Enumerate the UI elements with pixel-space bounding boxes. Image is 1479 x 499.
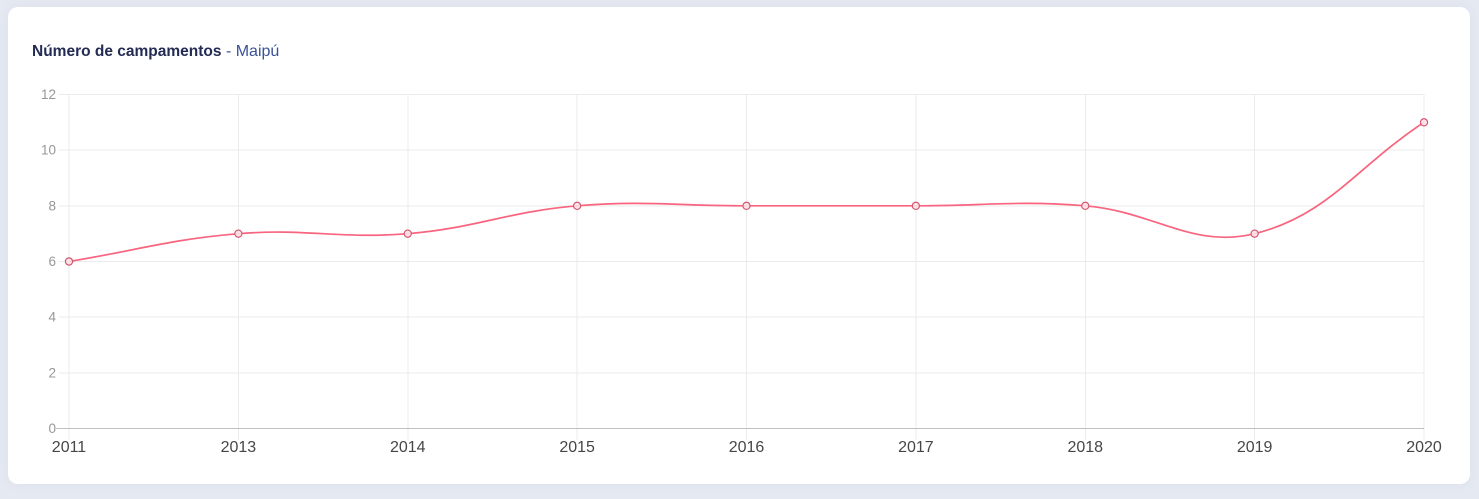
svg-text:2014: 2014 bbox=[390, 439, 426, 456]
svg-text:2020: 2020 bbox=[1406, 439, 1442, 456]
svg-text:2013: 2013 bbox=[221, 439, 257, 456]
svg-text:2016: 2016 bbox=[729, 439, 765, 456]
svg-text:2017: 2017 bbox=[898, 439, 934, 456]
svg-text:4: 4 bbox=[48, 310, 56, 325]
svg-text:8: 8 bbox=[48, 198, 56, 213]
svg-text:0: 0 bbox=[48, 421, 56, 436]
svg-text:2018: 2018 bbox=[1067, 439, 1103, 456]
svg-text:Número de campamentos - Maipú: Número de campamentos - Maipú bbox=[32, 43, 279, 60]
svg-text:2015: 2015 bbox=[559, 439, 595, 456]
svg-text:2011: 2011 bbox=[52, 439, 87, 456]
svg-text:10: 10 bbox=[41, 143, 56, 158]
svg-text:2: 2 bbox=[48, 365, 56, 380]
svg-text:2019: 2019 bbox=[1237, 439, 1273, 456]
svg-text:6: 6 bbox=[48, 254, 56, 269]
svg-text:12: 12 bbox=[41, 87, 56, 102]
